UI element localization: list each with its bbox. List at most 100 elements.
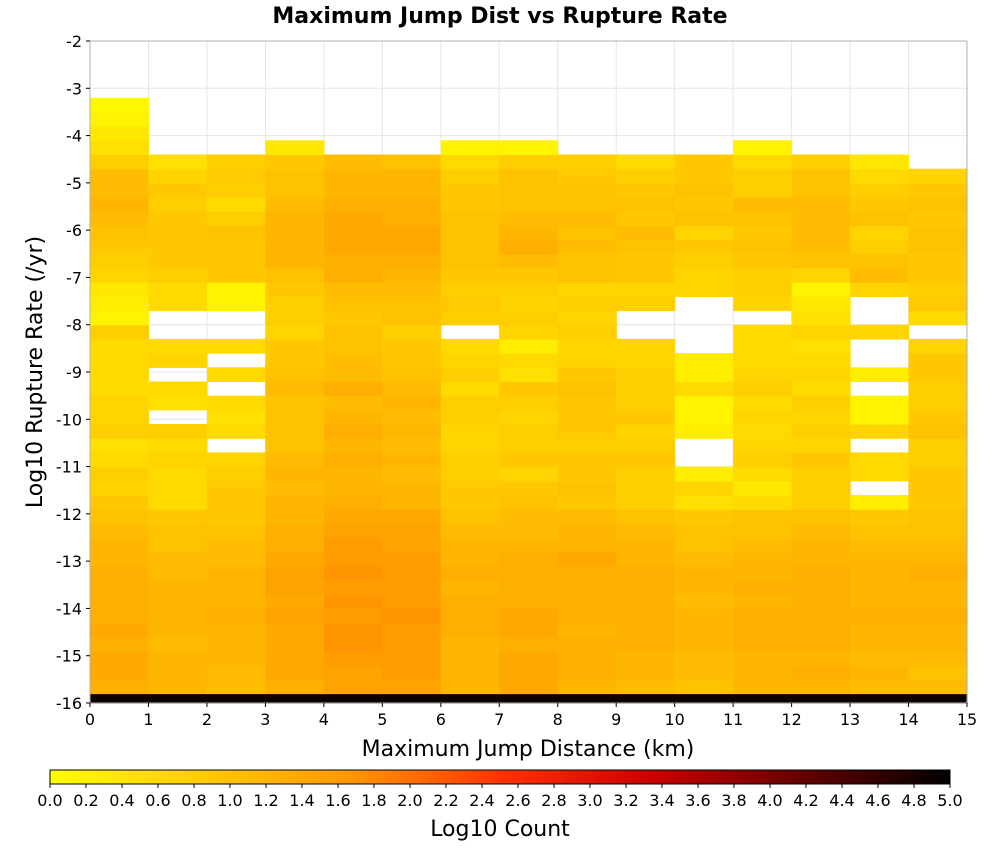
- colorbar-tick-label: 1.2: [253, 791, 278, 810]
- heatmap-cell: [499, 466, 559, 482]
- heatmap-cell: [791, 693, 851, 704]
- heatmap-cell: [557, 381, 617, 397]
- heatmap-cell: [499, 424, 559, 439]
- heatmap-cell: [850, 452, 910, 468]
- heatmap-cell: [908, 395, 968, 411]
- heatmap-cell: [557, 551, 617, 567]
- heatmap-cell: [674, 480, 734, 496]
- heatmap-cell: [382, 424, 442, 439]
- heatmap-cell: [791, 409, 851, 425]
- heatmap-cell: [90, 310, 150, 326]
- heatmap-cell: [90, 267, 150, 283]
- heatmap-cell: [850, 267, 910, 283]
- heatmap-cell: [382, 168, 442, 184]
- heatmap-cell: [616, 622, 676, 638]
- heatmap-cell: [206, 168, 266, 184]
- heatmap-cell: [323, 367, 383, 383]
- heatmap-cell: [674, 395, 734, 411]
- heatmap-cell: [382, 381, 442, 397]
- heatmap-cell: [499, 452, 559, 468]
- heatmap-cell: [323, 225, 383, 241]
- heatmap-cell: [265, 239, 325, 255]
- heatmap-cell: [733, 424, 793, 439]
- heatmap-cell: [908, 523, 968, 539]
- heatmap-cell: [791, 679, 851, 695]
- heatmap-cell: [791, 296, 851, 312]
- heatmap-cell: [616, 551, 676, 567]
- heatmap-cell: [733, 494, 793, 510]
- heatmap-cell: [616, 154, 676, 170]
- heatmap-cell: [206, 409, 266, 425]
- heatmap-cell: [265, 381, 325, 397]
- heatmap-cell: [148, 267, 208, 283]
- heatmap-cell: [206, 594, 266, 610]
- heatmap-cell: [850, 211, 910, 227]
- heatmap-cell: [206, 565, 266, 581]
- heatmap-cell: [908, 494, 968, 510]
- heatmap-cell: [557, 480, 617, 496]
- heatmap-cell: [148, 509, 208, 524]
- heatmap-cell: [733, 452, 793, 468]
- heatmap-cell: [908, 353, 968, 368]
- heatmap-cell: [382, 324, 442, 340]
- heatmap-cell: [616, 395, 676, 411]
- heatmap-cell: [850, 622, 910, 638]
- heatmap-cell: [557, 537, 617, 553]
- heatmap-cell: [499, 211, 559, 227]
- heatmap-cell: [733, 608, 793, 624]
- heatmap-cell: [616, 480, 676, 496]
- heatmap-cell: [557, 565, 617, 581]
- x-axis-label: Maximum Jump Distance (km): [362, 737, 695, 762]
- heatmap-cell: [674, 622, 734, 638]
- heatmap-cell: [557, 438, 617, 453]
- colorbar-tick-label: 1.6: [325, 791, 350, 810]
- heatmap-cell: [674, 409, 734, 425]
- heatmap-cell: [557, 679, 617, 695]
- colorbar-tick-label: 2.8: [541, 791, 566, 810]
- heatmap-cell: [323, 253, 383, 269]
- heatmap-cell: [90, 111, 150, 127]
- heatmap-cell: [323, 665, 383, 680]
- heatmap-cell: [265, 154, 325, 170]
- heatmap-cell: [90, 650, 150, 666]
- colorbar-tick-label: 3.8: [721, 791, 746, 810]
- heatmap-cell: [323, 338, 383, 354]
- heatmap-cell: [90, 509, 150, 524]
- heatmap-cell: [908, 636, 968, 652]
- colorbar: [49, 769, 951, 785]
- heatmap-cell: [908, 466, 968, 482]
- heatmap-cell: [616, 509, 676, 524]
- heatmap-cell: [90, 239, 150, 255]
- heatmap-cell: [908, 438, 968, 453]
- heatmap-cell: [791, 622, 851, 638]
- heatmap-cell: [674, 665, 734, 680]
- heatmap-cell: [557, 225, 617, 241]
- heatmap-cell: [323, 154, 383, 170]
- heatmap-cell: [440, 182, 500, 198]
- heatmap-cell: [148, 551, 208, 567]
- x-axis-ticks: 0 1 2 3 4 5 6 7 8 9 10 11 12 13 14 15: [85, 703, 977, 729]
- heatmap-cell: [850, 282, 910, 297]
- heatmap-cell: [206, 650, 266, 666]
- heatmap-cell: [733, 594, 793, 610]
- colorbar-tick-label: 4.6: [865, 791, 890, 810]
- heatmap-cell: [674, 168, 734, 184]
- heatmap-cell: [206, 182, 266, 198]
- heatmap-cell: [616, 381, 676, 397]
- heatmap-cell: [674, 211, 734, 227]
- heatmap-cell: [90, 551, 150, 567]
- heatmap-cell: [616, 438, 676, 453]
- heatmap-cell: [265, 367, 325, 383]
- colorbar-tick-label: 3.4: [649, 791, 674, 810]
- heatmap-cell: [440, 438, 500, 453]
- heatmap-cell: [265, 565, 325, 581]
- heatmap-cell: [499, 395, 559, 411]
- colorbar-tick-label: 5.0: [937, 791, 962, 810]
- heatmap-cell: [90, 338, 150, 354]
- heatmap-cell: [206, 395, 266, 411]
- heatmap-cell: [323, 438, 383, 453]
- y-tick-label: -7: [66, 268, 82, 287]
- heatmap-cell: [733, 537, 793, 553]
- heatmap-cell: [265, 509, 325, 524]
- heatmap-cell: [674, 154, 734, 170]
